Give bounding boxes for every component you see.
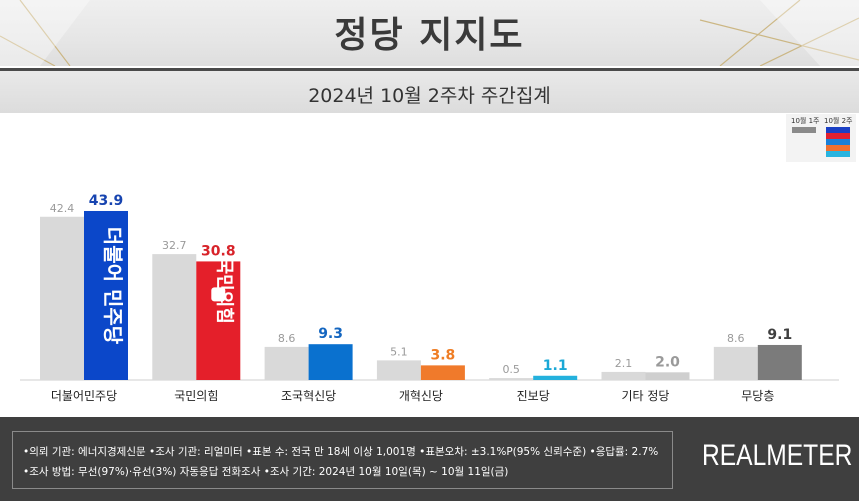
bar-current-5 [645,372,690,380]
bar-prev-4 [489,378,534,380]
legend-prev-swatch [792,127,816,133]
legend: 10월 1주 10월 2주 [786,114,856,162]
category-label-2: 조국혁신당 [281,389,336,403]
footer: •의뢰 기관: 에너지경제신문 •조사 기관: 리얼미터 •표본 수: 전국 만… [0,417,859,501]
bar-current-2 [308,344,353,380]
bar-prev-3 [376,360,421,380]
bar-current-4 [533,375,578,380]
survey-note-line1: •의뢰 기관: 에너지경제신문 •조사 기관: 리얼미터 •표본 수: 전국 만… [23,446,659,458]
bar-current-1 [196,261,241,380]
bar-current-6 [757,344,802,380]
bar-current-0 [84,210,128,380]
data-label-prev-5: 2.1 [615,357,633,370]
data-label-current-6: 9.1 [767,327,792,343]
header: 정당 지지도 [0,0,859,66]
category-label-0: 더불어민주당 [51,389,117,403]
data-label-current-2: 9.3 [318,326,343,342]
page-title: 정당 지지도 [334,15,525,56]
survey-notes: •의뢰 기관: 에너지경제신문 •조사 기관: 리얼미터 •표본 수: 전국 만… [12,431,673,489]
data-label-current-4: 1.1 [543,358,568,374]
data-label-prev-2: 8.6 [278,332,296,345]
bar-prev-0 [40,216,84,380]
ppp-logo-mark [211,287,226,302]
data-label-current-3: 3.8 [430,347,455,363]
category-label-4: 진보당 [517,389,550,403]
bar-current-3 [420,365,465,380]
bar-prev-1 [152,254,197,380]
legend-prev-label: 10월 1주 [791,117,820,125]
header-decoration [0,0,859,66]
category-label-5: 기타 정당 [622,389,670,403]
data-label-current-5: 2.0 [655,354,680,370]
bar-prev-2 [264,346,309,380]
bar-party-logo-0: 더불어 민주당 [101,227,125,345]
subtitle-bar: 2024년 10월 2주차 주간집계 [0,68,859,113]
realmeter-logo: REALMETER [702,439,853,472]
data-label-current-1: 30.8 [201,243,236,259]
data-label-prev-1: 32.7 [162,239,187,252]
data-label-prev-4: 0.5 [502,363,520,376]
category-label-1: 국민의힘 [174,389,218,403]
legend-curr-swatch [826,127,850,157]
survey-note-line2: •조사 방법: 무선(97%)·유선(3%) 자동응답 전화조사 •조사 기간:… [23,466,509,478]
category-label-6: 무당층 [741,389,774,403]
bar-prev-6 [713,346,758,380]
category-label-3: 개혁신당 [399,389,443,403]
data-label-current-0: 43.9 [89,193,124,209]
data-label-prev-6: 8.6 [727,332,745,345]
bar-prev-5 [601,371,646,380]
data-label-prev-0: 42.4 [50,202,75,215]
data-label-prev-3: 5.1 [390,345,408,358]
legend-curr-label: 10월 2주 [824,117,853,125]
subtitle: 2024년 10월 2주차 주간집계 [308,85,551,107]
